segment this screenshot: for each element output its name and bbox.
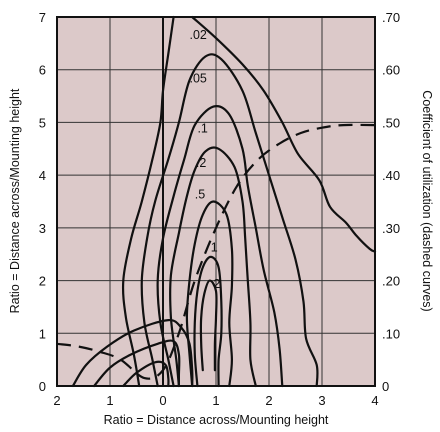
y-left-tick-label: 1 <box>39 326 46 341</box>
y-left-tick-label: 0 <box>39 379 46 394</box>
y-right-tick-label: .10 <box>382 326 400 341</box>
curves <box>56 15 377 388</box>
contour-label: .5 <box>195 188 205 202</box>
contour-line <box>191 15 377 253</box>
contour-line <box>71 318 194 388</box>
y-right-tick-label: .70 <box>382 10 400 25</box>
y-right-tick-label: .50 <box>382 115 400 130</box>
contour-label: .02 <box>190 28 207 42</box>
y-left-tick-label: 2 <box>39 274 46 289</box>
contour-label: 2 <box>213 277 220 291</box>
contour-line <box>122 360 170 388</box>
y-axis-left-title: Ratio = Distance across/Mounting height <box>8 88 22 313</box>
x-axis-title: Ratio = Distance across/Mounting height <box>104 413 329 427</box>
y-left-tick-label: 5 <box>39 115 46 130</box>
x-tick-label: 3 <box>318 393 325 408</box>
contour-line <box>121 15 175 388</box>
y-right-tick-label: .20 <box>382 274 400 289</box>
contour-line <box>169 146 257 388</box>
contour-line <box>185 200 234 388</box>
contour-line <box>156 105 284 388</box>
contour-line <box>140 53 319 388</box>
y-right-tick-label: .60 <box>382 63 400 78</box>
y-left-tick-label: 3 <box>39 221 46 236</box>
contour-line <box>93 339 181 388</box>
y-right-tick-label: 0 <box>382 379 389 394</box>
contour-line <box>199 279 218 372</box>
x-tick-label: 4 <box>371 393 378 408</box>
contour-label: .2 <box>196 156 206 170</box>
contour-labels: .02 .05 .1 .2 .5 1 2 <box>190 28 221 291</box>
y-left-tick-label: 6 <box>39 63 46 78</box>
x-tick-label: 0 <box>159 393 166 408</box>
x-tick-label: 2 <box>265 393 272 408</box>
x-tick-label: 1 <box>212 393 219 408</box>
plot-frame <box>56 16 376 387</box>
y-right-tick-label: .30 <box>382 221 400 236</box>
y-axis-right-title: Coefficient of utilization (dashed curve… <box>420 90 434 311</box>
y-left-tick-label: 4 <box>39 168 46 183</box>
y-right-tick-label: .40 <box>382 168 400 183</box>
contour-label: .05 <box>190 72 207 86</box>
utilization-curve-dashed <box>56 123 376 380</box>
contour-line <box>193 255 223 388</box>
x-tick-label: 1 <box>106 393 113 408</box>
contour-label: .1 <box>197 122 207 136</box>
x-tick-label: 2 <box>53 393 60 408</box>
contour-label: 1 <box>211 240 218 254</box>
y-left-tick-label: 7 <box>39 10 46 25</box>
